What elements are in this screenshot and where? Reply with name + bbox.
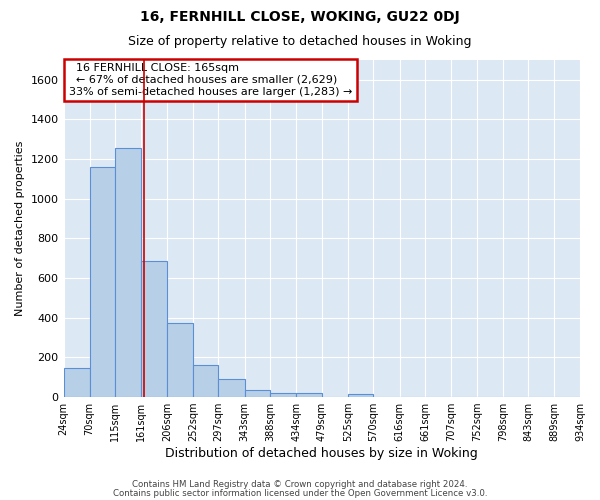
Bar [245,390,270,397]
Bar [296,392,322,397]
Bar [218,378,245,397]
Bar [64,368,89,397]
Text: Contains HM Land Registry data © Crown copyright and database right 2024.: Contains HM Land Registry data © Crown c… [132,480,468,489]
Text: 16, FERNHILL CLOSE, WOKING, GU22 0DJ: 16, FERNHILL CLOSE, WOKING, GU22 0DJ [140,10,460,24]
Bar [270,392,296,397]
Bar [141,262,167,397]
Bar [193,366,218,397]
Text: Contains public sector information licensed under the Open Government Licence v3: Contains public sector information licen… [113,488,487,498]
X-axis label: Distribution of detached houses by size in Woking: Distribution of detached houses by size … [166,447,478,460]
Bar [348,394,373,397]
Bar [167,322,193,397]
Text: 16 FERNHILL CLOSE: 165sqm
  ← 67% of detached houses are smaller (2,629)
33% of : 16 FERNHILL CLOSE: 165sqm ← 67% of detac… [69,64,352,96]
Text: Size of property relative to detached houses in Woking: Size of property relative to detached ho… [128,35,472,48]
Bar [89,167,115,397]
Bar [115,148,141,397]
Y-axis label: Number of detached properties: Number of detached properties [15,141,25,316]
